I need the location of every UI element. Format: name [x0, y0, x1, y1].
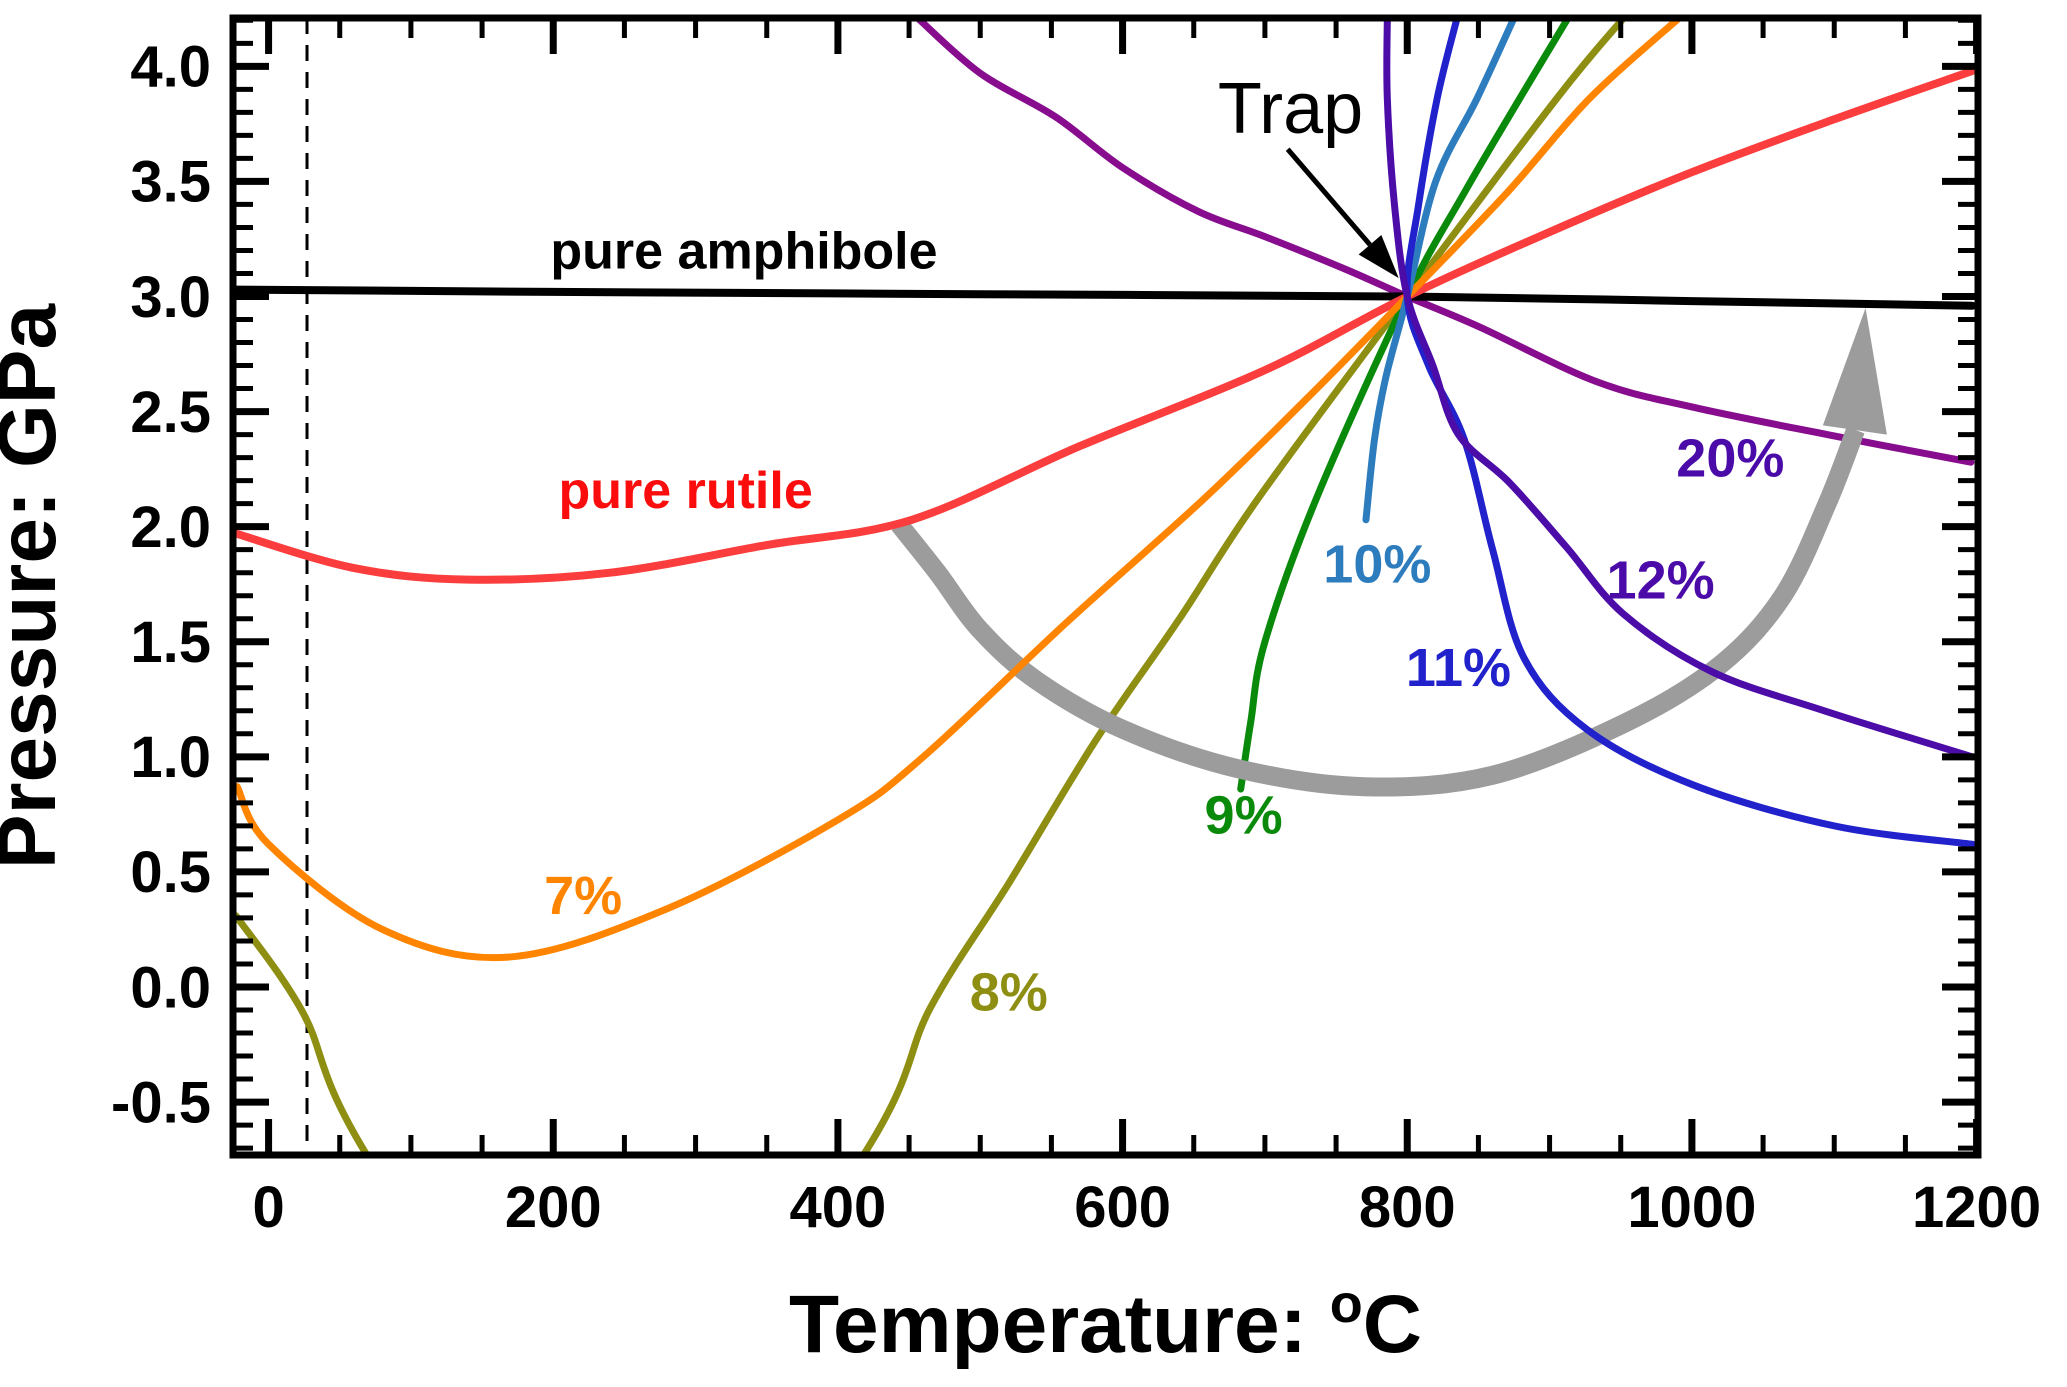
- x-tick-label-600: 600: [1074, 1175, 1171, 1240]
- y-tick-label-0.5: 0.5: [130, 840, 211, 905]
- y-tick-label-2.5: 2.5: [130, 380, 211, 445]
- curve-rutile: [233, 66, 1977, 584]
- label-11pct: 11%: [1406, 638, 1511, 698]
- y-tick-label-1.0: 1.0: [130, 725, 211, 790]
- plot-area: [233, 18, 1977, 1155]
- x-tick-label-1000: 1000: [1627, 1175, 1756, 1240]
- y-tick-label-1.5: 1.5: [130, 610, 211, 675]
- label-9pct: 9%: [1205, 785, 1283, 845]
- trap-annotation-arrow-line: [1285, 147, 1372, 247]
- label-pure-rutile: pure rutile: [558, 462, 812, 520]
- label-10pct: 10%: [1323, 534, 1431, 594]
- y-tick-label--0.5: -0.5: [111, 1070, 211, 1135]
- y-tick-label-0.0: 0.0: [130, 955, 211, 1020]
- label-8pct: 8%: [970, 962, 1048, 1022]
- y-tick-label-3.0: 3.0: [130, 265, 211, 330]
- plot-frame: [229, 14, 1982, 1159]
- label-12pct: 12%: [1607, 550, 1715, 610]
- curve-w11: [1403, 18, 1976, 848]
- y-axis-title: Pressure: GPa: [0, 303, 73, 870]
- curve-w9: [1237, 18, 1572, 793]
- curve-w20: [914, 18, 1975, 466]
- x-tick-label-800: 800: [1359, 1175, 1456, 1240]
- label-7pct: 7%: [544, 866, 622, 926]
- trap-annotation-text: Trap: [1218, 69, 1363, 149]
- x-axis-title: Temperature: oC: [789, 1274, 1422, 1370]
- x-tick-label-400: 400: [790, 1175, 887, 1240]
- gray-pt-path-arrowhead: [1822, 308, 1887, 435]
- x-tick-label-0: 0: [252, 1175, 284, 1240]
- y-tick-label-2.0: 2.0: [130, 495, 211, 560]
- curve-amphibole: [233, 285, 1977, 310]
- curve-w7: [233, 18, 1683, 962]
- x-tick-label-1200: 1200: [1912, 1175, 2041, 1240]
- label-pure-amphibole: pure amphibole: [550, 223, 937, 281]
- y-tick-label-4.0: 4.0: [130, 35, 211, 100]
- label-20pct: 20%: [1676, 429, 1784, 489]
- y-tick-label-3.5: 3.5: [130, 150, 211, 215]
- gray-pt-path-arrow-shaft: [891, 426, 1865, 797]
- curve-w12: [1383, 18, 1976, 761]
- trap-annotation-arrowhead: [1358, 234, 1399, 279]
- x-tick-label-200: 200: [505, 1175, 602, 1240]
